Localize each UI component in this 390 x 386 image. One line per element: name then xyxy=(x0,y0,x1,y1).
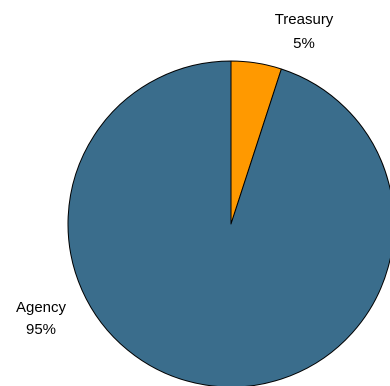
pie-labels: Treasury 5% Agency 95% xyxy=(16,11,334,338)
slice-label-treasury-name: Treasury xyxy=(275,11,334,28)
slice-label-treasury-value: 5% xyxy=(293,35,315,52)
slice-label-agency-name: Agency xyxy=(16,299,67,316)
slice-label-agency-value: 95% xyxy=(26,321,56,338)
pie-slices xyxy=(67,60,390,386)
pie-slice-agency xyxy=(67,60,390,386)
